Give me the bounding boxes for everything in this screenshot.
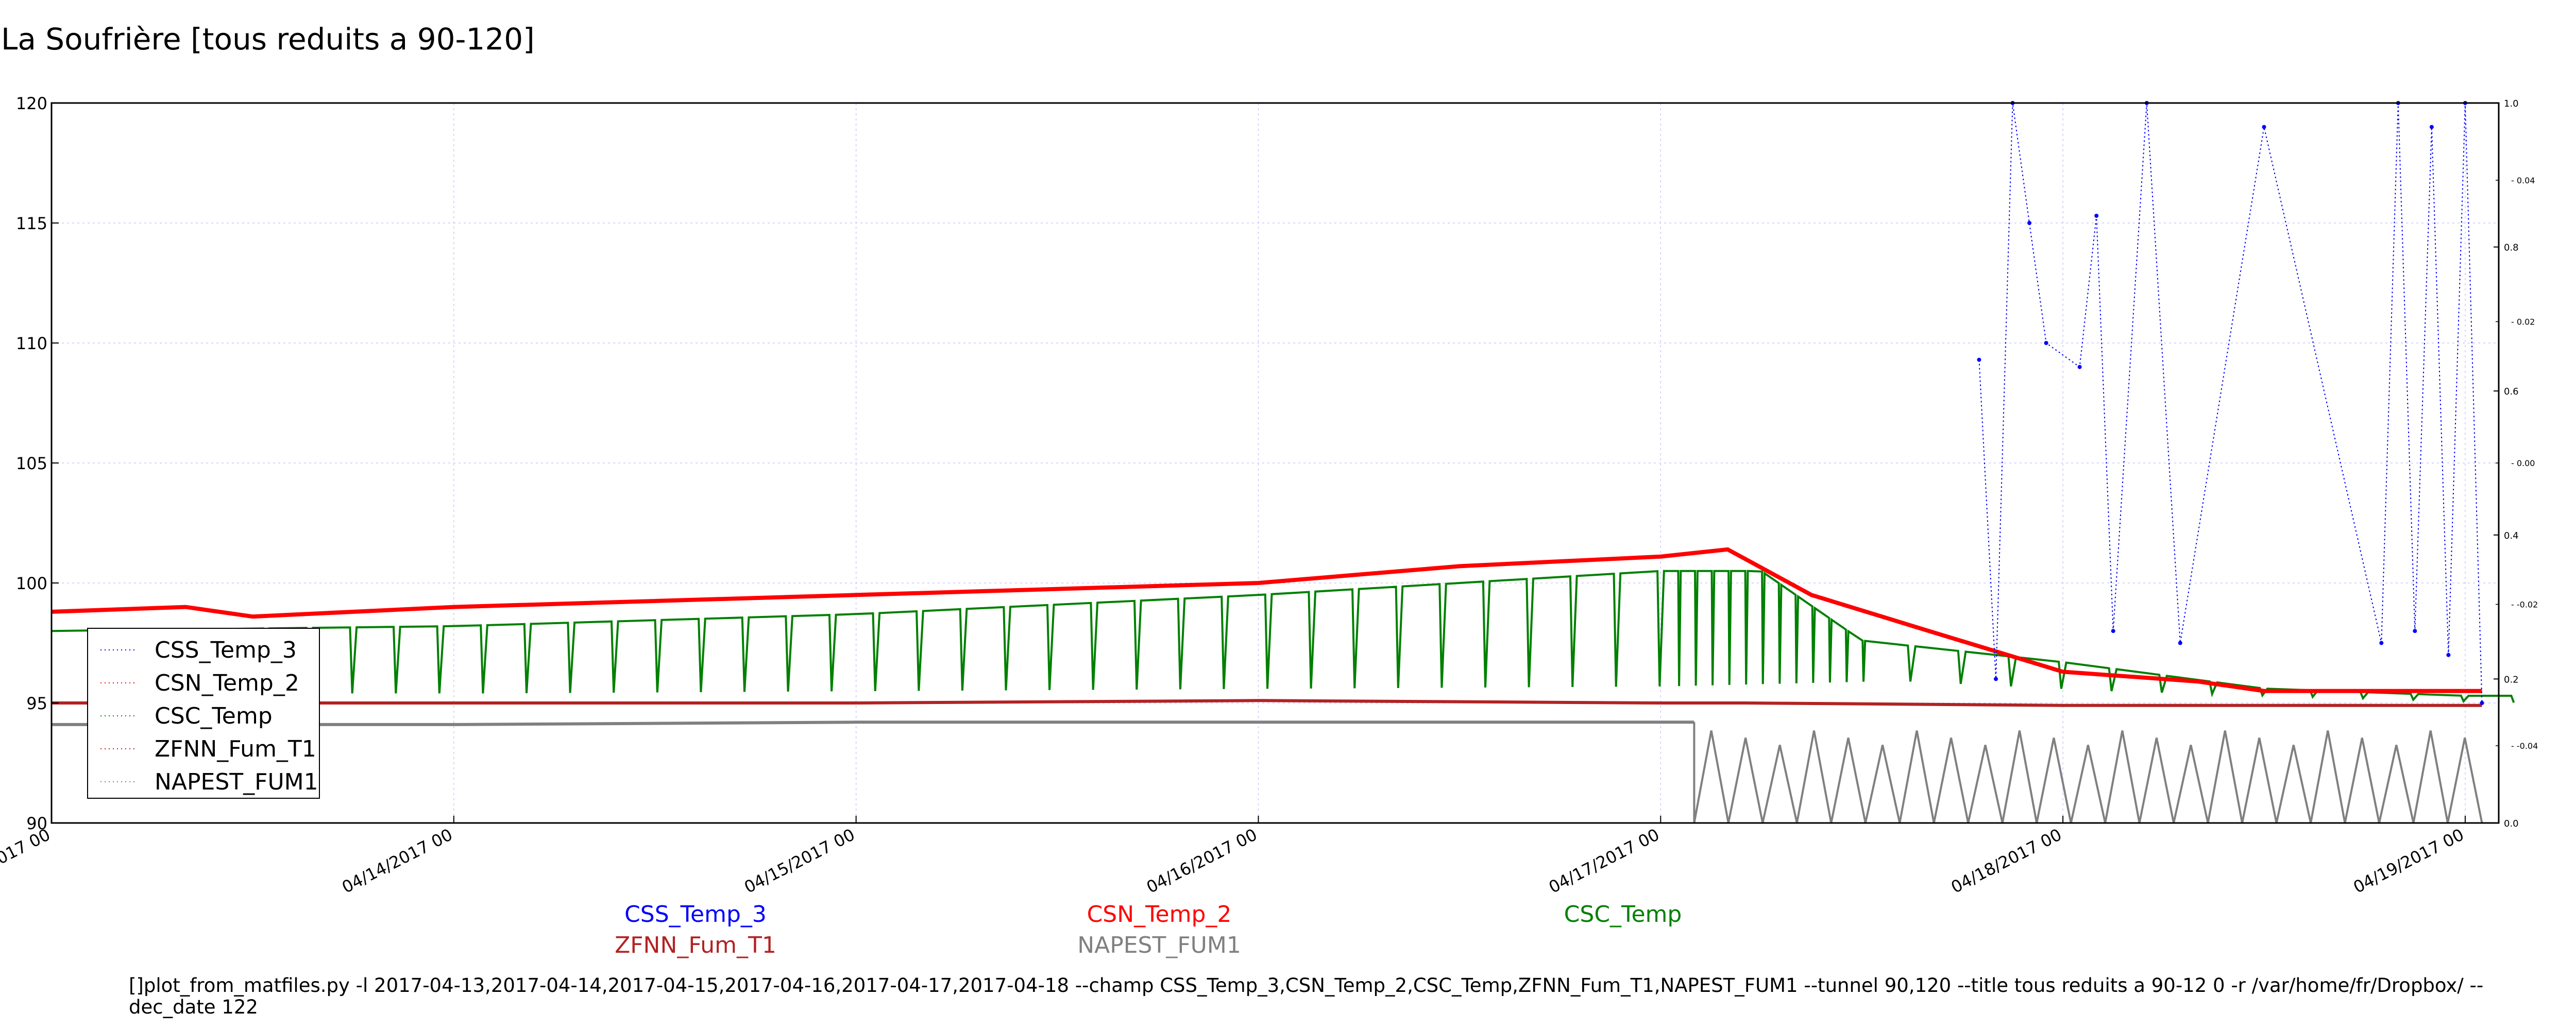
x-tick-label: 04/19/2017 00 xyxy=(2350,825,2467,897)
right-minor-tick-label: - 0.00 xyxy=(2511,458,2535,468)
right-tick-label: 0.8 xyxy=(2504,243,2519,253)
css-temp-3-point xyxy=(2379,641,2384,645)
legend-label-css-temp-3: CSS_Temp_3 xyxy=(155,637,297,663)
css-temp-3-point xyxy=(2027,221,2031,225)
x-tick-label: 04/13/2017 00 xyxy=(0,825,54,897)
css-temp-3-point xyxy=(2094,214,2099,218)
css-temp-3-line xyxy=(1978,102,2483,703)
legend: CSS_Temp_3 CSN_Temp_2 CSC_Temp ZFNN_Fum_T1 N… xyxy=(87,628,320,799)
legend-label-zfnn-fum-t1: ZFNN_Fum_T1 xyxy=(155,736,316,762)
command-line-text: []plot_from_matfiles.py -l 2017-04-13,20… xyxy=(129,974,2484,1018)
css-temp-3-point xyxy=(2446,653,2451,657)
css-temp-3-point xyxy=(2413,629,2417,633)
x-tick-label: 04/16/2017 00 xyxy=(1143,825,1260,897)
napest-fum1-line xyxy=(52,720,1694,726)
css-temp-3-point xyxy=(2111,629,2115,633)
css-temp-3-point xyxy=(2178,641,2182,645)
legend-label-csn-temp-2: CSN_Temp_2 xyxy=(155,670,299,696)
css-temp-3-point xyxy=(1994,677,1998,681)
y-tick-label: 100 xyxy=(16,574,47,593)
css-temp-3-point xyxy=(2262,125,2266,129)
legend-label-csc-temp: CSC_Temp xyxy=(155,703,273,729)
right-tick-label: 1.0 xyxy=(2504,98,2519,109)
below-legend-css-temp-3: CSS_Temp_3 xyxy=(624,901,767,928)
y-tick-label: 120 xyxy=(16,94,47,113)
css-temp-3-point xyxy=(2480,701,2484,705)
y-tick-label: 90 xyxy=(26,814,47,833)
right-minor-tick-label: - 0.02 xyxy=(2511,317,2535,327)
right-tick-label: 0.0 xyxy=(2504,818,2519,829)
napest-fum1-oscillation xyxy=(1693,722,2483,823)
page-title: La Soufrière [tous reduits a 90-120] xyxy=(1,22,535,57)
csc-temp-line xyxy=(51,570,2515,703)
css-temp-3-point xyxy=(2429,125,2434,129)
right-minor-tick-label: - -0.04 xyxy=(2511,741,2538,751)
csn-temp-2-line xyxy=(51,547,2482,693)
zfnn-fum-t1-line xyxy=(52,699,2482,707)
right-tick-label: 0.6 xyxy=(2504,386,2519,397)
right-tick-label: 0.2 xyxy=(2504,674,2519,685)
x-tick-label: 04/18/2017 00 xyxy=(1948,825,2065,897)
y-tick-label: 115 xyxy=(16,214,47,233)
css-temp-3-point xyxy=(1977,357,1981,362)
gridlines xyxy=(51,102,2499,823)
below-legend-csc-temp: CSC_Temp xyxy=(1564,901,1682,928)
css-temp-3-point xyxy=(2044,341,2048,345)
legend-box xyxy=(87,628,320,799)
x-tick-label: 04/15/2017 00 xyxy=(741,825,858,897)
below-legend-napest-fum1: NAPEST_FUM1 xyxy=(1077,932,1241,958)
legend-label-napest-fum1: NAPEST_FUM1 xyxy=(155,769,318,795)
y-tick-label: 110 xyxy=(16,334,47,353)
below-legend-zfnn-fum-t1: ZFNN_Fum_T1 xyxy=(615,932,776,958)
series-group xyxy=(51,101,2515,823)
axes: 90 95 100 105 110 115 120 04/13/2017 00 04/14/20… xyxy=(0,94,2538,897)
css-temp-3-point xyxy=(2077,365,2082,369)
x-tick-label: 04/14/2017 00 xyxy=(339,825,456,897)
right-minor-tick-label: - 0.04 xyxy=(2511,176,2535,185)
x-tick-label: 04/17/2017 00 xyxy=(1546,825,1663,897)
right-minor-tick-label: - -0.02 xyxy=(2511,600,2538,610)
right-tick-label: 0.4 xyxy=(2504,530,2519,541)
y-tick-label: 105 xyxy=(16,454,47,473)
below-legend-csn-temp-2: CSN_Temp_2 xyxy=(1087,901,1232,928)
y-tick-label: 95 xyxy=(26,694,47,713)
